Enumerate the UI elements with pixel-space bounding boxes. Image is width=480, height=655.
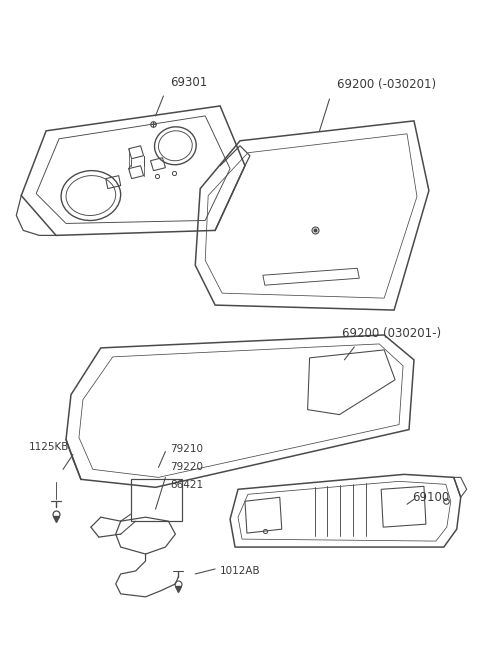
Text: 69100: 69100 (412, 491, 449, 504)
Text: 69200 (030201-): 69200 (030201-) (342, 327, 442, 340)
Text: 79210: 79210 (170, 445, 204, 455)
Text: 1012AB: 1012AB (220, 566, 261, 576)
Text: 69301: 69301 (170, 76, 208, 89)
Text: 86421: 86421 (170, 480, 204, 491)
Bar (131, 479, 182, 521)
Text: 79220: 79220 (170, 462, 204, 472)
Text: 1125KB: 1125KB (29, 443, 70, 453)
Text: 69200 (-030201): 69200 (-030201) (337, 78, 436, 91)
